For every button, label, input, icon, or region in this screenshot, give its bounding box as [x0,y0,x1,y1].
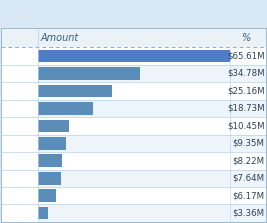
Text: %: % [241,33,251,43]
Bar [38,207,48,219]
Text: $3.36M: $3.36M [233,209,265,218]
Bar [1,47,38,65]
Text: $6.17M: $6.17M [233,191,265,200]
Bar [1,1,266,28]
Bar [38,189,56,202]
Bar [38,172,61,184]
Text: $7.64M: $7.64M [233,174,265,183]
Text: $65.61M: $65.61M [227,52,265,60]
Bar [1,204,266,222]
Bar [1,82,266,100]
Bar [38,85,112,97]
Bar [38,120,69,132]
Bar [38,50,230,62]
Bar [1,82,38,100]
Text: $9.35M: $9.35M [233,139,265,148]
Bar [1,47,266,65]
Text: $10.45M: $10.45M [227,121,265,130]
Text: Amount: Amount [41,33,79,43]
Text: $8.22M: $8.22M [233,156,265,165]
Text: $25.16M: $25.16M [227,87,265,95]
Bar [1,117,38,135]
Bar [1,28,266,47]
Bar [1,135,266,152]
Bar [1,28,266,222]
Text: $34.78M: $34.78M [227,69,265,78]
Bar [1,152,38,169]
Text: $18.73M: $18.73M [227,104,265,113]
Bar [1,100,266,117]
Bar [38,137,66,150]
Bar [1,135,38,152]
Bar [1,204,38,222]
Bar [1,169,38,187]
Bar [38,155,62,167]
Bar [1,65,38,82]
Bar [1,117,266,135]
Bar [38,102,93,115]
Bar [38,67,140,80]
Bar [1,169,266,187]
Bar [1,100,38,117]
Bar [1,65,266,82]
Bar [1,187,266,204]
Bar [1,187,38,204]
Bar [1,152,266,169]
